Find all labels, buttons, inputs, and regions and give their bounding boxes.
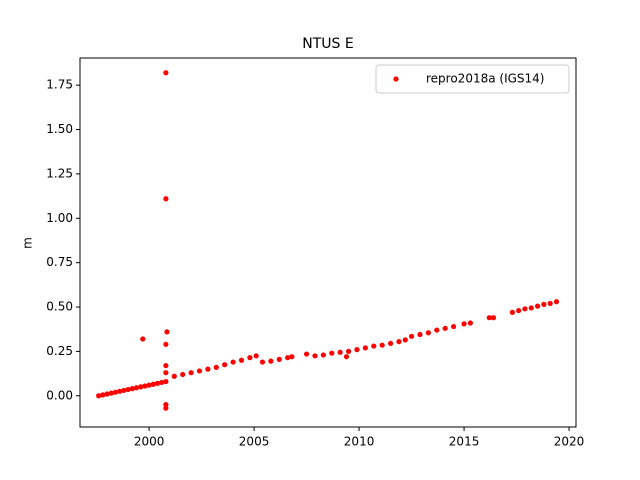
- point: [150, 381, 156, 387]
- x-tick-label: 2020: [554, 435, 585, 449]
- point: [289, 354, 295, 360]
- legend-marker: [393, 76, 399, 82]
- point: [205, 366, 211, 372]
- point: [163, 362, 169, 369]
- point: [276, 356, 282, 362]
- legend-box: [375, 64, 570, 94]
- point: [100, 392, 106, 398]
- point: [96, 393, 102, 399]
- point: [467, 320, 473, 326]
- point: [320, 352, 326, 358]
- point: [247, 355, 253, 361]
- point: [408, 333, 415, 339]
- point: [528, 305, 534, 311]
- point: [163, 370, 169, 376]
- point: [180, 371, 186, 378]
- point: [303, 351, 310, 357]
- point: [159, 379, 165, 386]
- point: [379, 342, 385, 348]
- y-axis-label: m: [21, 237, 35, 249]
- point: [329, 350, 335, 356]
- point: [396, 339, 402, 345]
- point: [142, 383, 148, 389]
- chart-title: NTUS E: [302, 36, 353, 52]
- point: [312, 353, 318, 359]
- point: [163, 196, 169, 202]
- point: [442, 325, 448, 331]
- point: [164, 329, 170, 335]
- point: [138, 384, 144, 390]
- point: [522, 306, 528, 312]
- y-tick-label: 0.50: [46, 300, 73, 314]
- point: [133, 385, 140, 391]
- point: [121, 387, 127, 394]
- point: [163, 341, 169, 347]
- point: [108, 390, 114, 396]
- point: [238, 357, 245, 363]
- point: [213, 364, 219, 370]
- point: [230, 359, 236, 365]
- y-tick-label: 1.75: [46, 78, 73, 92]
- point: [163, 405, 169, 411]
- point: [534, 303, 541, 309]
- point: [490, 315, 497, 321]
- point: [259, 359, 266, 365]
- point: [112, 389, 119, 395]
- x-tick-label: 2015: [449, 435, 480, 449]
- point: [125, 386, 131, 393]
- x-tick-label: 2005: [239, 435, 270, 449]
- point: [188, 370, 194, 376]
- point: [196, 368, 203, 374]
- point: [450, 323, 457, 330]
- point: [547, 300, 553, 307]
- y-tick-label: 1.00: [46, 211, 73, 225]
- point: [268, 358, 274, 364]
- point: [541, 301, 547, 307]
- legend-label: repro2018a (IGS14): [426, 72, 544, 86]
- point: [402, 337, 408, 343]
- point: [154, 380, 161, 386]
- point: [343, 354, 350, 360]
- x-tick-label: 2010: [344, 435, 375, 449]
- point: [129, 386, 135, 392]
- point: [163, 378, 169, 385]
- point: [117, 388, 123, 394]
- point: [371, 343, 377, 349]
- y-tick-label: 0.75: [46, 255, 73, 269]
- point: [434, 327, 440, 333]
- point: [285, 355, 291, 361]
- plot-frame: [79, 57, 577, 428]
- point: [163, 70, 169, 76]
- point: [222, 362, 228, 368]
- point: [362, 345, 368, 351]
- point: [509, 309, 515, 315]
- point: [417, 331, 423, 338]
- point: [516, 307, 522, 314]
- point: [354, 347, 360, 353]
- y-tick-label: 1.25: [46, 166, 73, 180]
- point: [486, 315, 492, 321]
- y-tick-label: 1.50: [46, 122, 73, 136]
- point: [461, 321, 467, 327]
- y-tick-label: 0.00: [46, 388, 73, 402]
- point: [345, 348, 352, 354]
- point: [171, 373, 177, 379]
- point: [104, 391, 110, 397]
- point: [253, 353, 259, 359]
- y-tick-label: 0.25: [46, 344, 73, 358]
- point: [140, 336, 146, 342]
- point: [387, 340, 394, 347]
- point: [425, 330, 431, 336]
- point: [553, 299, 560, 305]
- point: [146, 382, 152, 388]
- point: [337, 349, 343, 355]
- x-tick-label: 2000: [134, 435, 165, 449]
